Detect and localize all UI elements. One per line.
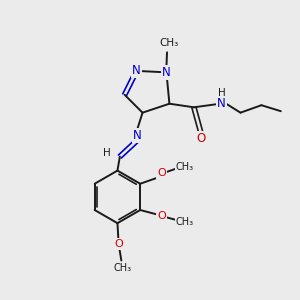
Text: N: N [217, 97, 226, 110]
Text: O: O [196, 132, 206, 145]
Text: CH₃: CH₃ [159, 38, 178, 47]
Text: O: O [115, 239, 123, 249]
Text: O: O [157, 211, 166, 221]
Text: O: O [157, 168, 166, 178]
Text: N: N [133, 129, 142, 142]
Text: CH₃: CH₃ [176, 217, 194, 227]
Text: N: N [132, 64, 141, 77]
Text: H: H [103, 148, 111, 158]
Text: H: H [218, 88, 226, 98]
Text: CH₃: CH₃ [176, 162, 194, 172]
Text: CH₃: CH₃ [113, 263, 132, 273]
Text: N: N [162, 66, 171, 79]
